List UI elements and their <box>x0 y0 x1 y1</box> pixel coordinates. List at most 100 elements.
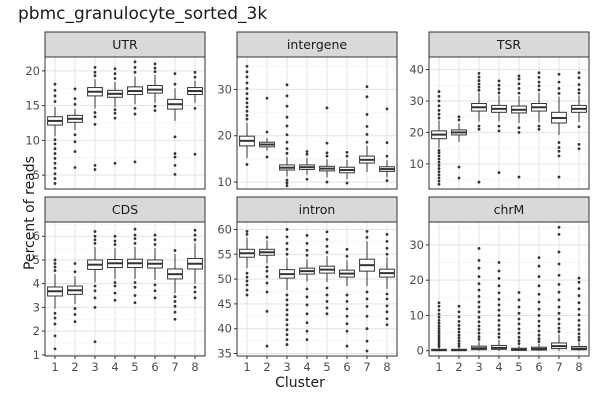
outlier-point <box>133 66 137 69</box>
outlier-point <box>325 230 329 234</box>
panel-utr: UTR 5 10 15 20 <box>25 31 206 190</box>
outlier-point <box>457 344 461 348</box>
outlier-point <box>53 82 57 86</box>
outlier-point <box>113 234 117 238</box>
outlier-point <box>53 152 57 155</box>
outlier-point <box>93 74 97 78</box>
outlier-point <box>345 154 349 158</box>
panel-border <box>44 56 206 190</box>
outlier-point <box>285 293 289 297</box>
outlier-point <box>305 329 309 333</box>
y-tick-label: 55 <box>217 247 232 261</box>
outlier-point <box>345 344 349 348</box>
outlier-point <box>437 321 441 325</box>
outlier-point <box>557 87 561 90</box>
outlier-point <box>365 230 369 233</box>
box-cluster-7 <box>167 72 183 176</box>
outlier-point <box>285 124 289 128</box>
outlier-point <box>345 151 349 154</box>
outlier-point <box>113 77 117 80</box>
outlier-point <box>325 154 329 158</box>
outlier-point <box>153 289 157 293</box>
outlier-point <box>497 308 501 312</box>
x-tick-label: 8 <box>383 360 390 374</box>
outlier-point <box>537 127 541 131</box>
outlier-point <box>305 241 309 245</box>
outlier-point <box>193 238 197 242</box>
outlier-point <box>265 155 269 159</box>
outlier-point <box>517 74 521 78</box>
outlier-point <box>265 290 269 294</box>
outlier-point <box>557 92 561 95</box>
outlier-point <box>345 293 349 297</box>
y-tick-label: 40 <box>217 322 232 336</box>
outlier-point <box>173 155 177 159</box>
outlier-point <box>437 157 441 161</box>
outlier-point <box>285 228 289 231</box>
outlier-point <box>325 106 329 110</box>
outlier-point <box>437 179 441 183</box>
outlier-point <box>173 135 177 139</box>
outlier-point <box>437 160 441 164</box>
outlier-point <box>93 284 97 288</box>
outlier-point <box>285 151 289 155</box>
outlier-point <box>577 323 581 327</box>
outlier-point <box>93 305 97 309</box>
outlier-point <box>133 241 137 245</box>
box-cluster-2 <box>451 115 467 180</box>
outlier-point <box>93 115 97 119</box>
outlier-point <box>245 288 249 292</box>
outlier-point <box>437 164 441 167</box>
outlier-point <box>265 281 269 285</box>
box-cluster-6 <box>147 233 163 300</box>
outlier-point <box>345 254 349 258</box>
outlier-point <box>245 64 249 68</box>
box-cluster-3 <box>471 247 487 351</box>
y-tick-label: 1 <box>33 348 40 362</box>
outlier-point <box>497 171 501 175</box>
outlier-point <box>153 283 157 287</box>
panel-strip <box>428 31 590 58</box>
x-tick-label: 6 <box>535 360 542 374</box>
panel-strip-label: intergene <box>287 37 347 52</box>
panel-background <box>429 222 589 356</box>
outlier-point <box>437 176 441 180</box>
panel-background <box>237 57 397 189</box>
outlier-point <box>73 313 77 316</box>
box-cluster-2 <box>67 87 83 169</box>
outlier-point <box>557 80 561 84</box>
outlier-point <box>53 311 57 315</box>
panel-border <box>44 221 206 357</box>
outlier-point <box>265 265 269 269</box>
outlier-point <box>497 297 501 301</box>
outlier-point <box>497 277 501 280</box>
outlier-point <box>113 72 117 76</box>
outlier-point <box>345 307 349 311</box>
outlier-point <box>457 320 461 323</box>
outlier-point <box>385 154 389 158</box>
outlier-point <box>153 296 157 300</box>
outlier-point <box>517 298 521 302</box>
outlier-point <box>437 312 441 316</box>
box-cluster-7 <box>551 225 567 351</box>
outlier-point <box>305 234 309 237</box>
outlier-point <box>365 140 369 144</box>
outlier-point <box>265 309 269 313</box>
outlier-point <box>537 292 541 296</box>
outlier-point <box>305 150 309 153</box>
outlier-point <box>53 322 57 326</box>
outlier-point <box>133 294 137 297</box>
y-tick-label: 10 <box>217 175 232 189</box>
x-tick-label: 5 <box>131 360 138 374</box>
outlier-point <box>477 75 481 79</box>
outlier-point <box>173 295 177 299</box>
outlier-point <box>385 141 389 145</box>
outlier-point <box>385 310 389 314</box>
outlier-point <box>385 246 389 250</box>
outlier-point <box>437 315 441 319</box>
outlier-point <box>437 308 441 312</box>
box-cluster-1 <box>239 230 255 297</box>
outlier-point <box>245 87 249 90</box>
outlier-point <box>133 227 137 231</box>
outlier-point <box>437 340 441 344</box>
